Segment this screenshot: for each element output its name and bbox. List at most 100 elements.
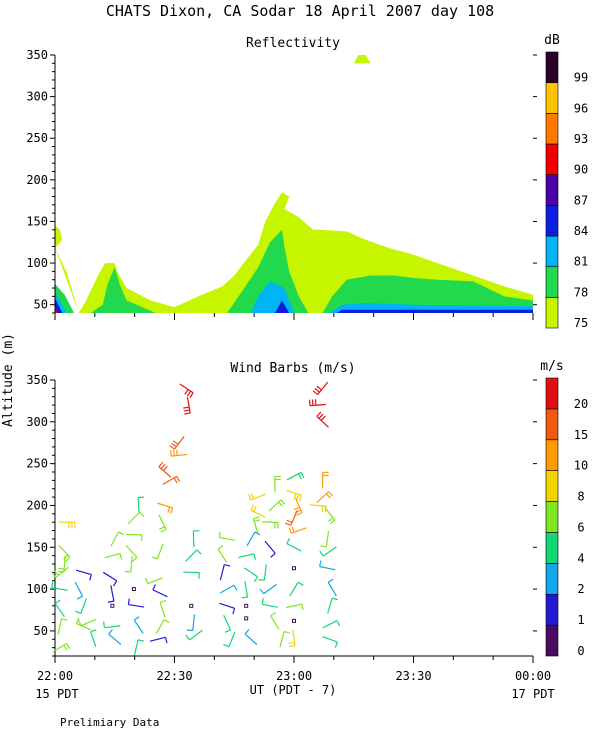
colorbar-label: 99 [574, 71, 588, 85]
calm-marker [189, 603, 194, 608]
wind-barb [322, 635, 338, 648]
wind-barb [327, 578, 337, 597]
wind-barb [238, 553, 256, 560]
colorbar-swatch [545, 408, 559, 441]
wind-barb [316, 411, 329, 428]
x-tick-label: 23:00 [276, 669, 312, 683]
wind-barb [159, 599, 166, 618]
barb-feather [286, 519, 293, 524]
wind-barb [322, 471, 329, 489]
wind-barb [145, 577, 164, 585]
barb-feather [164, 637, 168, 644]
barb-feather [241, 596, 248, 599]
barb-shaft [250, 509, 266, 518]
barb-feather [289, 644, 296, 647]
reflectivity-panel: 50 100 150 200 250 300 350 [26, 48, 537, 320]
wind-barb [261, 598, 279, 608]
barb-feather [173, 449, 175, 456]
colorbar-swatch [545, 532, 559, 564]
barb-shaft [133, 619, 144, 634]
wind-barb [149, 636, 168, 644]
colorbar-label: 4 [577, 551, 584, 565]
barb-shaft [291, 527, 307, 534]
barb-feather [250, 493, 255, 500]
colorbar-label: 10 [574, 459, 588, 473]
barb-feather [331, 597, 338, 601]
barb-feather [65, 556, 71, 562]
y-tick-label: 350 [26, 48, 48, 62]
wind-barb [246, 531, 261, 547]
colorbar-swatch [545, 143, 559, 175]
barb-feather [160, 528, 167, 533]
barb-feather [169, 445, 175, 450]
wind-barbs-panel: 50 100 150 200 250 300 350 22:00 22:30 23:00 23:30… [26, 373, 551, 683]
wind-barb [169, 435, 185, 450]
barb-shaft [58, 545, 71, 558]
x-tick-label: 23:30 [395, 669, 431, 683]
wind-barb [162, 475, 181, 485]
footnote: Prelimiary Data [60, 716, 159, 729]
wind-barb [250, 504, 266, 518]
wind-barb [58, 521, 76, 529]
barb-shaft [238, 553, 255, 559]
barb-feather [253, 576, 259, 583]
barb-shaft [189, 629, 203, 641]
wind-barb [218, 531, 236, 541]
wind-barb [54, 599, 65, 617]
barb-feather [63, 644, 68, 651]
wind-barb [108, 629, 122, 645]
barb-feather [270, 552, 276, 558]
colorbar-label: 75 [574, 316, 588, 330]
barb-feather [186, 629, 193, 632]
barb-shaft [80, 598, 87, 614]
barb-feather [145, 577, 149, 584]
barb-feather [293, 493, 297, 500]
barb-shaft [244, 633, 258, 646]
colorbar-label: 78 [574, 285, 588, 299]
wind-barb [258, 564, 267, 581]
colorbar-label: 81 [574, 255, 588, 269]
barb-shaft [217, 548, 228, 563]
wind-barb [264, 540, 276, 558]
barb-feather [299, 495, 303, 502]
barb-feather [124, 570, 131, 573]
wind-barb [288, 629, 296, 647]
colorbar-swatch [545, 266, 559, 298]
barb-shaft [157, 502, 173, 509]
wind-barb [293, 497, 303, 516]
colorbar-swatch [545, 297, 559, 329]
barb-feather [217, 545, 224, 550]
wind-barb [58, 545, 71, 562]
colorbar-label: 96 [574, 101, 588, 115]
y-tick-label: 300 [26, 90, 48, 104]
barb-feather [151, 556, 158, 560]
barb-feather [158, 461, 164, 468]
wind-barb [217, 545, 228, 563]
barb-shaft [149, 636, 166, 642]
barb-feather [283, 630, 291, 634]
wind-barb [312, 381, 329, 396]
y-tick-label: 200 [26, 498, 48, 512]
barb-feather [185, 634, 191, 641]
barb-feather [296, 494, 300, 501]
barb-shaft [55, 566, 69, 578]
contour-region-75db [55, 225, 63, 313]
barb-shaft [244, 567, 258, 578]
barb-feather [176, 476, 181, 482]
wind-barb [75, 598, 87, 614]
y-tick-label: 50 [34, 298, 48, 312]
barb-feather [131, 556, 138, 562]
colorbar-swatch [545, 235, 559, 267]
barb-feather [325, 493, 331, 499]
barb-shaft [152, 589, 168, 598]
barb-feather [233, 584, 238, 591]
barb-shaft [309, 504, 326, 507]
wind-barb [223, 631, 236, 648]
barb-feather [54, 570, 59, 576]
barb-feather [334, 641, 338, 648]
barb-shaft [186, 397, 191, 414]
wind-barb [185, 549, 202, 562]
barb-shaft [264, 540, 276, 554]
barb-feather [223, 643, 230, 648]
colorbar-label: 6 [577, 520, 584, 534]
